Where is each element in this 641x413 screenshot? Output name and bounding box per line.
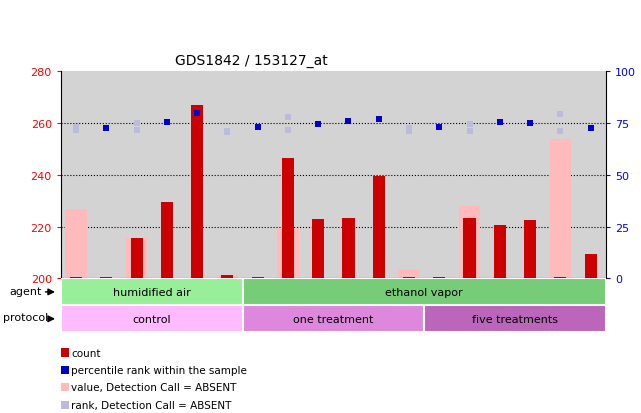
Bar (282, 159, 294, 279)
Bar (65, 209, 87, 279)
Bar (242, 279, 606, 306)
Bar (131, 239, 143, 279)
Text: humidified air: humidified air (113, 287, 190, 297)
Bar (554, 278, 567, 279)
Bar (550, 139, 571, 279)
Bar (221, 275, 233, 279)
Bar (61, 306, 242, 332)
Bar (585, 254, 597, 279)
Bar (524, 221, 536, 279)
Bar (372, 177, 385, 279)
Text: percentile rank within the sample: percentile rank within the sample (71, 365, 247, 375)
Bar (217, 275, 238, 279)
Text: count: count (71, 348, 101, 358)
Text: ethanol vapor: ethanol vapor (385, 287, 463, 297)
Bar (161, 203, 173, 279)
Bar (251, 278, 263, 279)
Text: protocol: protocol (3, 313, 48, 323)
Bar (494, 226, 506, 279)
Text: one treatment: one treatment (293, 314, 374, 324)
Bar (70, 278, 82, 279)
Bar (191, 106, 203, 279)
Text: five treatments: five treatments (472, 314, 558, 324)
Text: rank, Detection Call = ABSENT: rank, Detection Call = ABSENT (71, 400, 231, 410)
Bar (100, 278, 112, 279)
Bar (342, 218, 354, 279)
Bar (399, 270, 420, 279)
Bar (312, 219, 324, 279)
Bar (61, 279, 242, 306)
Text: value, Detection Call = ABSENT: value, Detection Call = ABSENT (71, 382, 237, 392)
Bar (424, 306, 606, 332)
Bar (463, 218, 476, 279)
Bar (278, 228, 299, 279)
Bar (403, 278, 415, 279)
Bar (433, 278, 445, 279)
Bar (242, 306, 424, 332)
Text: GDS1842 / 153127_at: GDS1842 / 153127_at (175, 54, 328, 68)
Bar (459, 206, 480, 279)
Text: control: control (133, 314, 171, 324)
Text: agent: agent (9, 286, 42, 296)
Bar (126, 239, 147, 279)
